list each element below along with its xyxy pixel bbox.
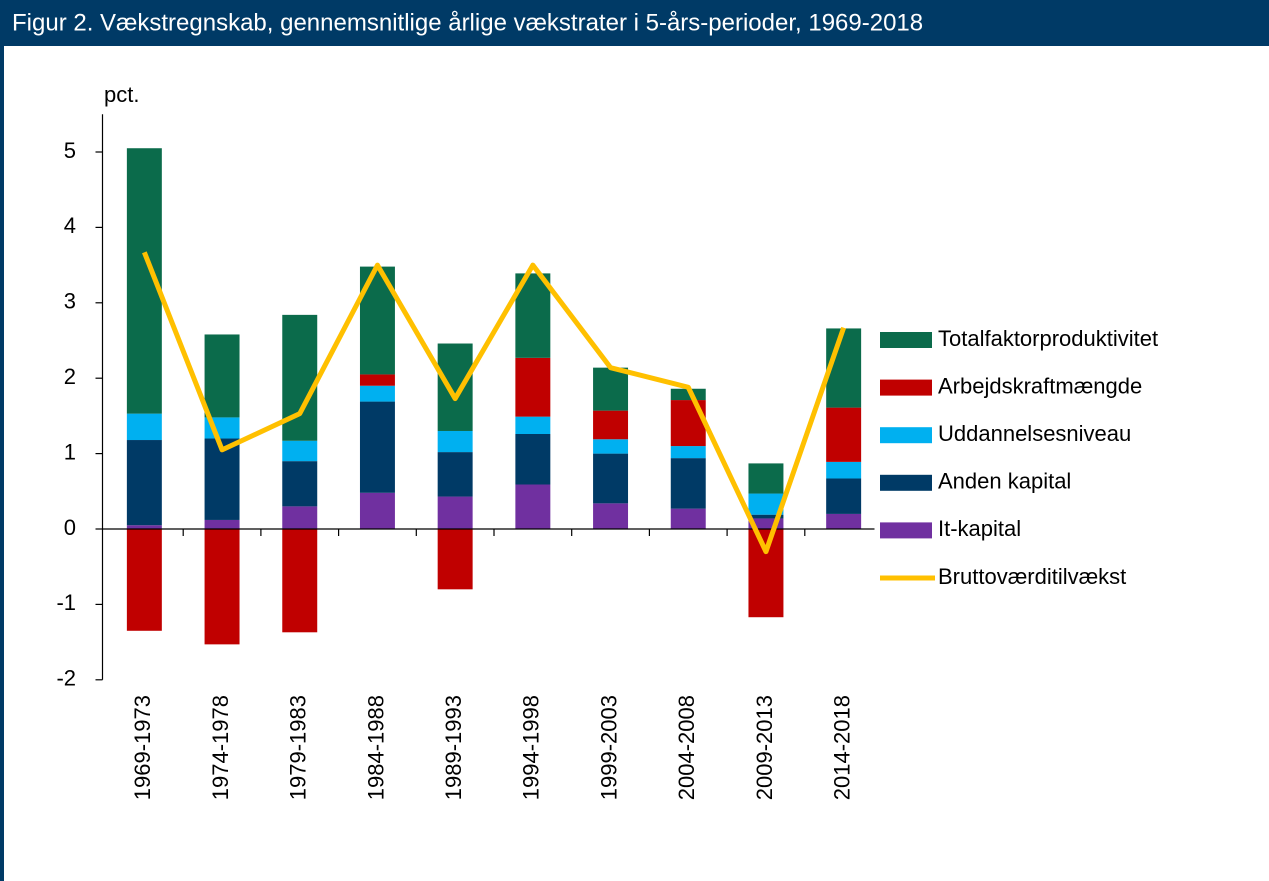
bar-segment bbox=[359, 385, 395, 402]
bar-segment bbox=[359, 374, 395, 386]
y-tick-label: 0 bbox=[64, 515, 76, 540]
chart-title: Figur 2. Vækstregnskab, gennemsnitlige å… bbox=[12, 9, 923, 36]
bar-segment bbox=[359, 401, 395, 493]
x-tick-label: 1999-2003 bbox=[596, 695, 621, 800]
x-tick-label: 1994-1998 bbox=[519, 695, 544, 800]
bar-segment bbox=[748, 529, 784, 618]
x-tick-label: 1969-1973 bbox=[130, 695, 155, 800]
bar-segment bbox=[748, 518, 784, 529]
legend-swatch bbox=[880, 332, 932, 348]
x-tick-label: 2009-2013 bbox=[752, 695, 777, 800]
bar-segment bbox=[204, 529, 240, 645]
bar-segment bbox=[204, 519, 240, 529]
bar-segment bbox=[126, 529, 162, 631]
bar-segment bbox=[826, 478, 862, 514]
bar-segment bbox=[204, 334, 240, 418]
y-tick-label: 5 bbox=[64, 138, 76, 163]
bar-segment bbox=[593, 367, 629, 411]
bar-segment bbox=[126, 440, 162, 526]
bar-segment bbox=[748, 493, 784, 515]
legend-label: Anden kapital bbox=[938, 469, 1071, 494]
legend-label: Arbejdskraftmængde bbox=[938, 373, 1142, 398]
legend-swatch bbox=[880, 474, 932, 491]
bar-segment bbox=[593, 439, 629, 454]
bar-segment bbox=[515, 433, 551, 485]
bar-segment bbox=[126, 413, 162, 441]
bar-segment bbox=[748, 514, 784, 519]
line-series bbox=[142, 251, 847, 555]
x-tick-label: 1979-1983 bbox=[286, 695, 311, 800]
bar-segment bbox=[437, 496, 473, 529]
y-tick-label: 4 bbox=[64, 213, 76, 238]
bar-segment bbox=[359, 492, 395, 529]
y-axis-label: pct. bbox=[104, 82, 139, 107]
x-tick-label: 2014-2018 bbox=[829, 695, 854, 800]
y-tick-label: -2 bbox=[56, 666, 76, 691]
bar-segment bbox=[670, 400, 706, 447]
title-bar bbox=[0, 0, 1269, 46]
bar-segment bbox=[437, 529, 473, 590]
x-tick-label: 1974-1978 bbox=[208, 695, 233, 800]
bar-segment bbox=[826, 461, 862, 479]
x-tick-label: 2004-2008 bbox=[674, 695, 699, 800]
x-tick-label: 1984-1988 bbox=[363, 695, 388, 800]
left-border bbox=[0, 46, 4, 881]
legend-label: It-kapital bbox=[938, 516, 1021, 541]
bar-segment bbox=[515, 484, 551, 529]
y-tick-label: 1 bbox=[64, 439, 76, 464]
bar-segment bbox=[670, 446, 706, 459]
legend-swatch bbox=[880, 379, 932, 396]
legend-label: Totalfaktorproduktivitet bbox=[938, 326, 1158, 351]
bar-segment bbox=[826, 513, 862, 529]
bar-segment bbox=[670, 508, 706, 529]
bar-segment bbox=[282, 461, 318, 507]
bar-segment bbox=[670, 458, 706, 509]
legend-swatch bbox=[880, 427, 932, 444]
bar-segment bbox=[748, 463, 784, 494]
bar-segment bbox=[670, 388, 706, 401]
legend-label: Bruttoværditilvækst bbox=[938, 564, 1126, 589]
bar-segment bbox=[282, 440, 318, 462]
bar-segment bbox=[515, 416, 551, 434]
bar-segment bbox=[282, 506, 318, 529]
bar-segment bbox=[126, 525, 162, 529]
y-tick-label: 2 bbox=[64, 364, 76, 389]
bar-segment bbox=[282, 529, 318, 633]
legend-label: Uddannelsesniveau bbox=[938, 421, 1131, 446]
bar-segment bbox=[437, 452, 473, 497]
bar-segment bbox=[593, 503, 629, 529]
y-tick-label: 3 bbox=[64, 289, 76, 314]
bar-segment bbox=[593, 453, 629, 504]
bar-segment bbox=[437, 343, 473, 431]
bar-segment bbox=[826, 407, 862, 462]
bar-segment bbox=[593, 410, 629, 440]
legend-swatch bbox=[880, 522, 932, 539]
y-tick-label: -1 bbox=[56, 590, 76, 615]
bar-segment bbox=[515, 357, 551, 417]
x-tick-label: 1989-1993 bbox=[441, 695, 466, 800]
bar-segment bbox=[437, 430, 473, 453]
